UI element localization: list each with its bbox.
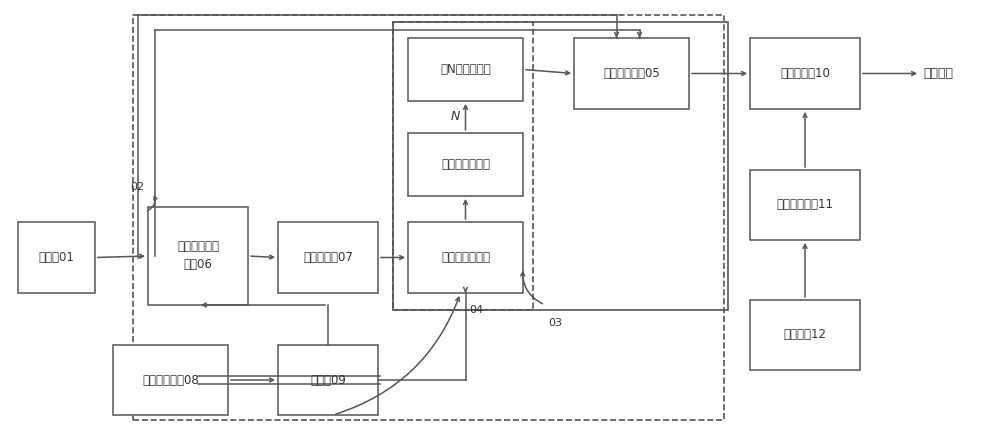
Text: 时钟幅度加倍
电路06: 时钟幅度加倍 电路06 <box>177 240 219 271</box>
Bar <box>574 38 689 109</box>
Text: 第N前级电荷泵: 第N前级电荷泵 <box>440 63 491 76</box>
Text: 输出级电荷泵05: 输出级电荷泵05 <box>603 67 660 80</box>
Text: 振荡器01: 振荡器01 <box>39 251 74 264</box>
Text: N: N <box>451 111 460 123</box>
Bar <box>750 170 860 240</box>
Text: 带隙基准电路08: 带隙基准电路08 <box>142 374 199 387</box>
Text: 电源模块12: 电源模块12 <box>784 329 826 341</box>
Bar <box>148 207 248 305</box>
Bar <box>133 15 724 420</box>
Text: 04: 04 <box>470 305 484 315</box>
Bar <box>750 300 860 370</box>
FancyArrowPatch shape <box>521 272 543 304</box>
Bar <box>278 345 378 415</box>
Bar <box>393 22 533 310</box>
Bar <box>278 222 378 293</box>
Bar <box>408 133 523 196</box>
FancyArrowPatch shape <box>147 196 157 211</box>
Text: 稳压器09: 稳压器09 <box>310 374 346 387</box>
Text: 第二前级电荷泵: 第二前级电荷泵 <box>441 158 490 171</box>
Text: 02: 02 <box>130 182 144 192</box>
Text: 电压检测模块11: 电压检测模块11 <box>776 199 834 212</box>
Bar <box>750 38 860 109</box>
Bar <box>18 222 95 293</box>
Bar <box>408 222 523 293</box>
Text: 二分频电路07: 二分频电路07 <box>303 251 353 264</box>
Bar <box>393 22 728 310</box>
Text: 03: 03 <box>548 318 562 328</box>
FancyArrowPatch shape <box>336 297 459 414</box>
Bar <box>113 345 228 415</box>
Text: 第一前级电荷泵: 第一前级电荷泵 <box>441 251 490 264</box>
Text: 低通滤波器10: 低通滤波器10 <box>780 67 830 80</box>
Bar <box>408 38 523 101</box>
Text: 偏置电压: 偏置电压 <box>923 67 953 80</box>
